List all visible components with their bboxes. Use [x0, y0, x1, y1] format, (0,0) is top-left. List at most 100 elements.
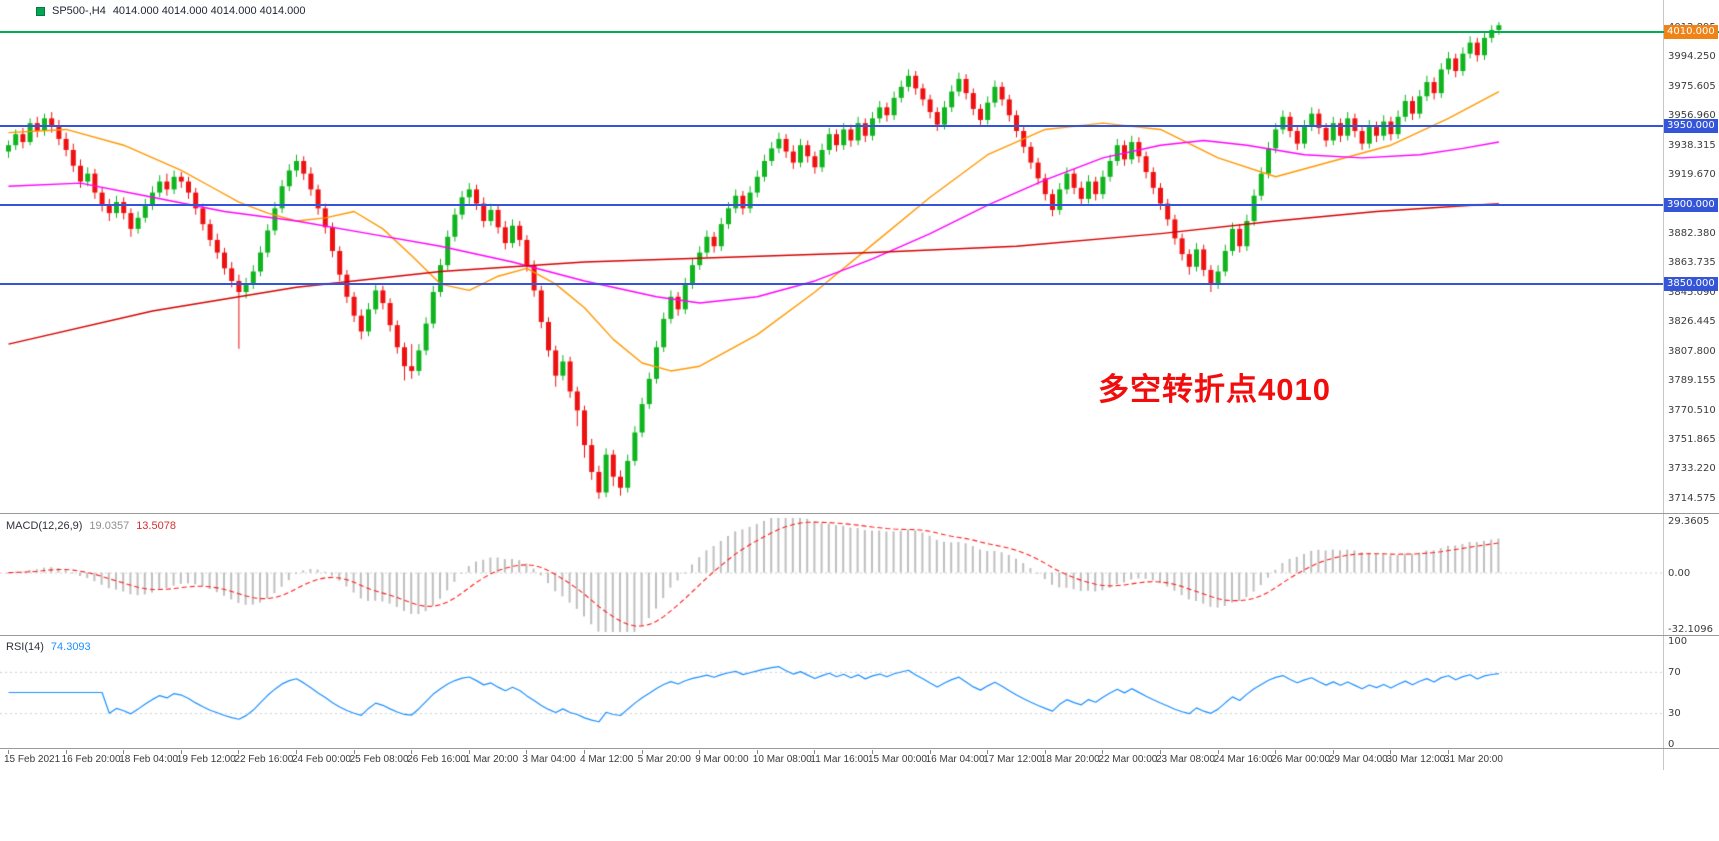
price-axis-label: 3826.445: [1668, 316, 1716, 328]
time-axis-tick: [1044, 750, 1046, 754]
time-axis-tick: [1160, 750, 1161, 754]
time-axis-label: 15 Mar 00:00: [868, 754, 927, 765]
time-axis-label: 10 Mar 08:00: [752, 754, 812, 765]
time-axis-tick: [1448, 750, 1449, 754]
time-axis-tick: [987, 750, 989, 754]
panel-separator[interactable]: [0, 748, 1719, 749]
time-axis-tick: [8, 750, 9, 754]
price-axis-label: 3956.960: [1668, 110, 1716, 122]
time-axis-tick: [468, 750, 470, 754]
rsi-axis-label: 30: [1668, 708, 1681, 720]
rsi-label: RSI(14) 74.3093: [6, 641, 91, 653]
time-axis-tick: [65, 750, 67, 754]
price-tag-3900: 3900.000: [1664, 198, 1718, 213]
time-axis-tick: [756, 750, 758, 754]
rsi-axis-label: 0: [1668, 739, 1675, 750]
macd-name: MACD(12,26,9): [6, 520, 83, 532]
time-axis-tick: [641, 750, 643, 754]
time-axis-label: 18 Feb 04:00: [119, 754, 179, 765]
symbol-header: SP500-,H4 4014.000 4014.000 4014.000 401…: [36, 5, 306, 17]
price-tag-4010: 4010.000: [1664, 24, 1718, 39]
time-axis-label: 26 Mar 00:00: [1271, 754, 1331, 765]
chart-icon: [36, 6, 45, 16]
rsi-axis-label: 100: [1668, 636, 1688, 647]
time-axis-label: 31 Mar 20:00: [1444, 754, 1503, 765]
time-axis-tick: [1332, 750, 1334, 754]
macd-axis-label: -32.1096: [1668, 624, 1713, 635]
time-axis-label: 4 Mar 12:00: [580, 754, 634, 765]
time-axis-label: 5 Mar 20:00: [637, 754, 691, 765]
macd-axis-label: 29.3605: [1668, 516, 1710, 527]
time-axis-tick: [411, 750, 413, 754]
time-axis-label: 19 Feb 12:00: [176, 754, 236, 765]
time-axis[interactable]: 15 Feb 2021 16 Feb 20:00 18 Feb 04:00 19 Fe…: [0, 750, 1719, 770]
horizontal-line-3850[interactable]: [0, 283, 1663, 286]
time-axis-label: 15 Feb 2021: [4, 754, 61, 765]
time-axis-tick: [1217, 750, 1219, 754]
time-axis-label: 9 Mar 00:00: [695, 754, 749, 765]
time-axis-label: 22 Feb 16:00: [234, 754, 294, 765]
time-axis-tick: [1275, 750, 1277, 754]
horizontal-line-4010[interactable]: [0, 30, 1719, 33]
price-axis-label: 3845.090: [1668, 286, 1716, 298]
price-axis-label: 3789.155: [1668, 375, 1716, 387]
time-axis-tick: [814, 750, 816, 754]
price-axis-label: 3975.605: [1668, 80, 1716, 92]
price-axis-label: 3938.315: [1668, 139, 1716, 151]
price-axis-label: 3994.250: [1668, 51, 1716, 63]
price-axis-label: 3863.735: [1668, 257, 1716, 269]
time-axis-label: 29 Mar 04:00: [1328, 754, 1388, 765]
price-axis-label: 3882.380: [1668, 228, 1716, 239]
price-axis-label: 3919.670: [1668, 169, 1716, 181]
time-axis-tick: [180, 750, 182, 754]
price-tag-3950: 3950.000: [1664, 119, 1718, 134]
time-axis-label: 18 Mar 20:00: [1040, 754, 1100, 765]
macd-indicator-canvas[interactable]: [0, 515, 1663, 635]
time-axis-label: 3 Mar 04:00: [522, 754, 576, 765]
time-axis-label: 11 Mar 16:00: [810, 754, 869, 765]
time-axis-tick: [929, 750, 931, 754]
macd-main-value: 19.0357: [89, 520, 130, 532]
time-axis-tick: [296, 750, 297, 754]
time-axis-label: 24 Feb 00:00: [292, 754, 351, 765]
chart-annotation[interactable]: 多空转折点4010: [1098, 372, 1331, 407]
panel-separator[interactable]: [0, 635, 1719, 636]
macd-label: MACD(12,26,9) 19.0357 13.5078: [6, 520, 176, 532]
rsi-value: 74.3093: [50, 641, 91, 653]
time-axis-label: 25 Feb 08:00: [349, 754, 409, 765]
time-axis-label: 17 Mar 12:00: [983, 754, 1043, 765]
macd-axis-label: 0.00: [1668, 567, 1691, 579]
time-axis-label: 16 Mar 04:00: [925, 754, 985, 765]
time-axis-label: 1 Mar 20:00: [464, 754, 519, 765]
time-axis-label: 30 Mar 12:00: [1386, 754, 1446, 765]
time-axis-tick: [699, 750, 701, 754]
time-axis-tick: [353, 750, 355, 754]
price-axis-border: [1663, 0, 1664, 770]
price-tag-3850: 3850.000: [1664, 277, 1718, 292]
macd-signal-value: 13.5078: [136, 520, 176, 532]
price-chart-canvas[interactable]: [0, 0, 1663, 513]
horizontal-line-3950[interactable]: [0, 125, 1663, 128]
rsi-name: RSI(14): [6, 641, 44, 653]
time-axis-label: 26 Feb 16:00: [407, 754, 467, 765]
time-axis-tick: [123, 750, 125, 754]
price-axis-label: 3733.220: [1668, 463, 1716, 475]
time-axis-tick: [872, 750, 873, 754]
time-axis-label: 22 Mar 00:00: [1098, 754, 1158, 765]
price-axis-label: 3714.575: [1668, 492, 1716, 504]
time-axis-tick: [238, 750, 240, 754]
price-axis-label: 3807.800: [1668, 345, 1716, 357]
rsi-axis-label: 70: [1668, 666, 1681, 678]
horizontal-line-3900[interactable]: [0, 204, 1663, 207]
symbol-label: SP500-,H4: [52, 5, 106, 17]
time-axis-tick: [1390, 750, 1392, 754]
price-axis-label: 3751.865: [1668, 434, 1716, 446]
price-axis-label: 3770.510: [1668, 404, 1716, 416]
time-axis-tick: [584, 750, 585, 754]
ohlc-values: 4014.000 4014.000 4014.000 4014.000: [112, 5, 306, 17]
rsi-indicator-canvas[interactable]: [0, 637, 1663, 748]
panel-separator[interactable]: [0, 513, 1719, 514]
time-axis-tick: [1102, 750, 1104, 754]
time-axis-label: 23 Mar 08:00: [1156, 754, 1215, 765]
